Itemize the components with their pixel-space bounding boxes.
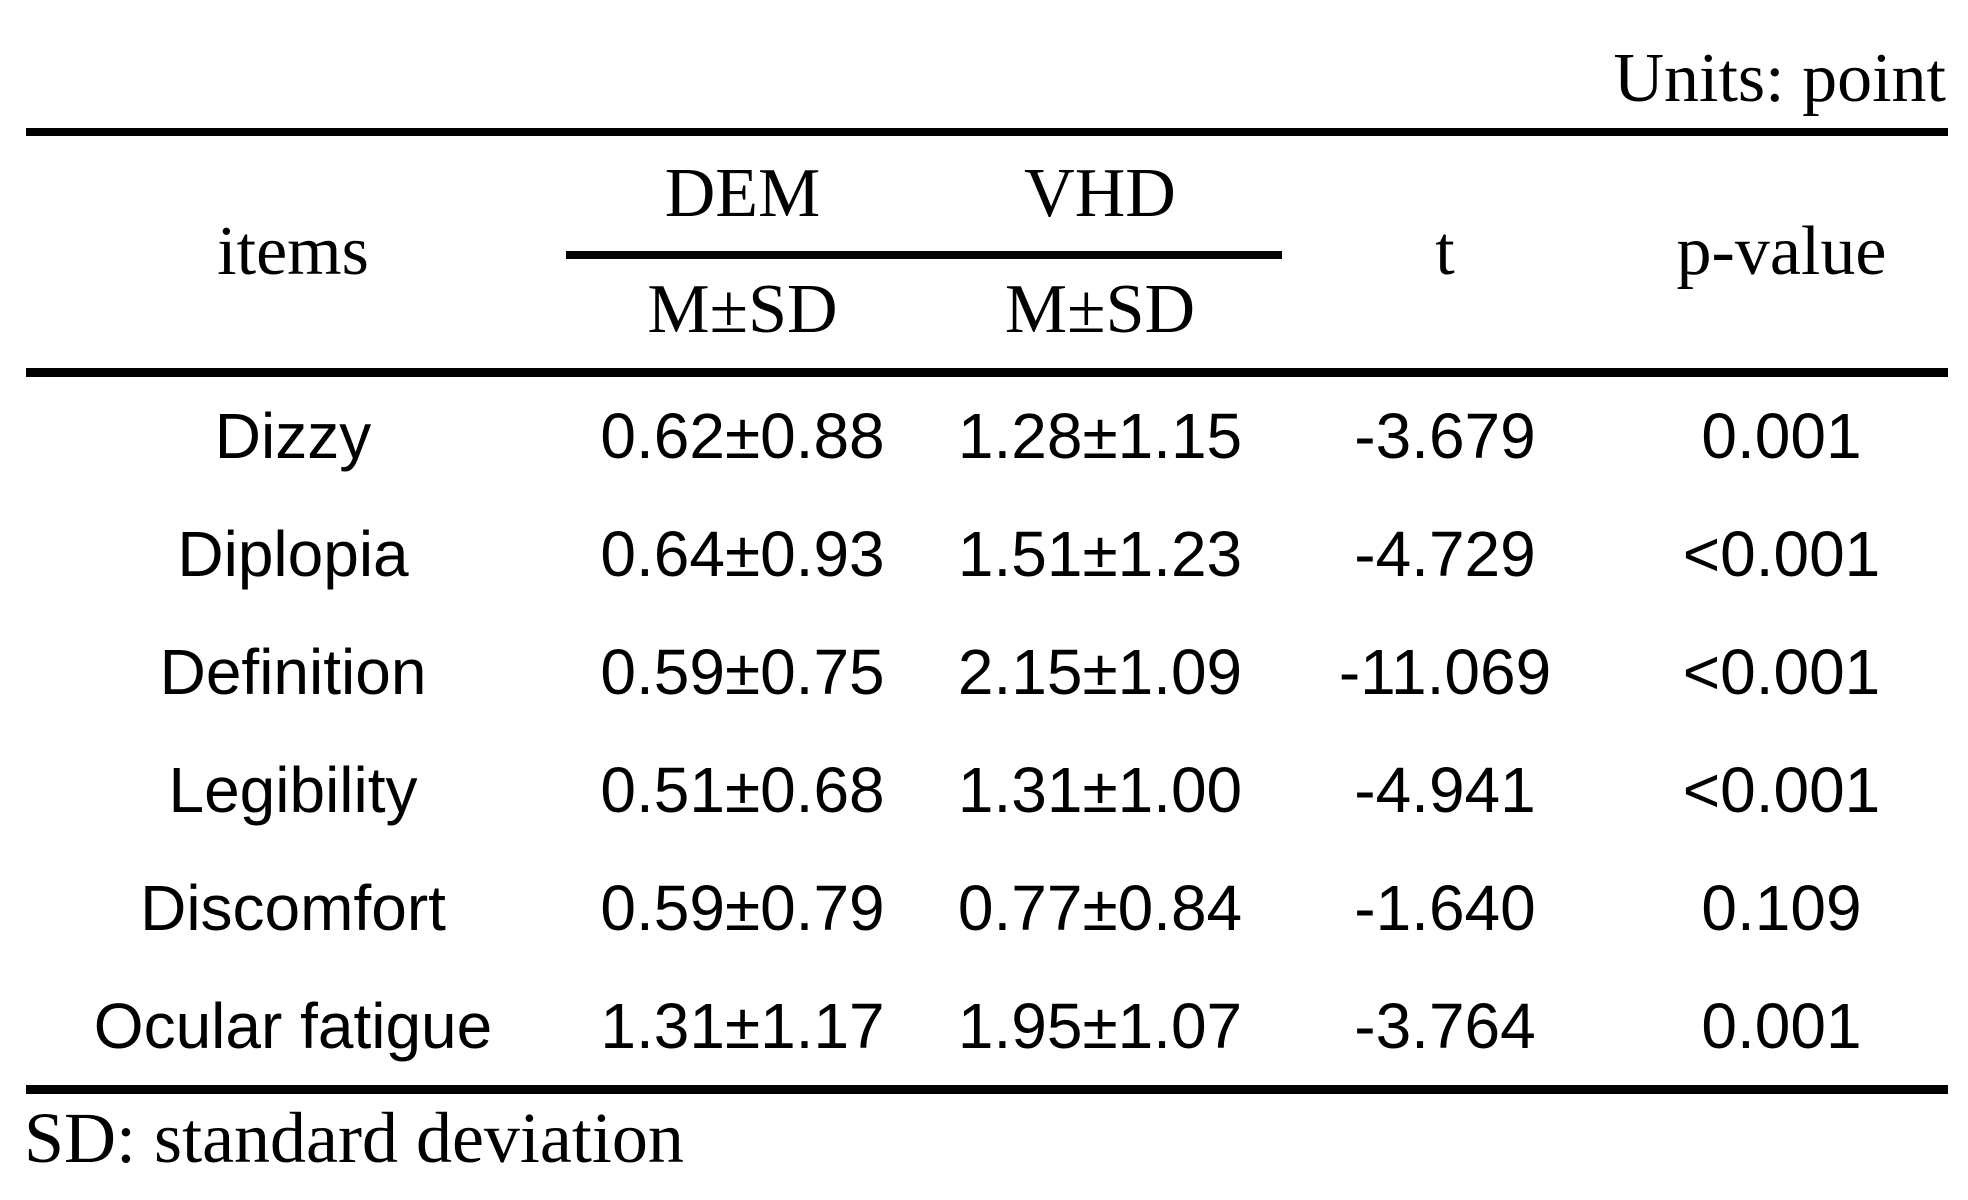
- cell-p: <0.001: [1682, 754, 1881, 826]
- cell-vhd: 1.31±1.00: [957, 754, 1243, 826]
- column-header-t: t: [1435, 213, 1455, 290]
- cell-item: Legibility: [168, 754, 418, 826]
- cell-item: Discomfort: [140, 872, 446, 944]
- table-row: Ocular fatigue 1.31±1.17 1.95±1.07 -3.76…: [26, 967, 1948, 1085]
- cell-dem: 0.59±0.75: [600, 636, 885, 708]
- column-header-items: items: [217, 213, 369, 290]
- cell-dem: 1.31±1.17: [600, 990, 885, 1062]
- units-caption: Units: point: [1613, 40, 1946, 117]
- cell-p: 0.001: [1701, 400, 1862, 472]
- cell-t: -1.640: [1354, 872, 1536, 944]
- subheader-vhd-msd: M±SD: [1004, 271, 1196, 348]
- footnote: SD: standard deviation: [24, 1098, 684, 1178]
- cell-item: Dizzy: [214, 400, 372, 472]
- table-rule-top: [26, 128, 1948, 136]
- column-header-pvalue: p-value: [1676, 213, 1887, 290]
- cell-item: Diplopia: [177, 518, 409, 590]
- cell-dem: 0.64±0.93: [600, 518, 885, 590]
- table-row: Dizzy 0.62±0.88 1.28±1.15 -3.679 0.001: [26, 377, 1948, 495]
- cell-t: -11.069: [1338, 636, 1552, 708]
- cell-vhd: 0.77±0.84: [957, 872, 1243, 944]
- cell-p: <0.001: [1682, 636, 1881, 708]
- cell-t: -3.764: [1354, 990, 1536, 1062]
- cell-vhd: 2.15±1.09: [957, 636, 1243, 708]
- cell-dem: 0.51±0.68: [600, 754, 885, 826]
- table-header: items DEM VHD M±SD M±SD t p-value: [26, 136, 1948, 368]
- table-row: Definition 0.59±0.75 2.15±1.09 -11.069 <…: [26, 613, 1948, 731]
- cell-t: -4.941: [1354, 754, 1536, 826]
- group-header-dem: DEM: [664, 155, 821, 232]
- cell-p: 0.001: [1701, 990, 1862, 1062]
- table-rule-bottom: [26, 1085, 1948, 1094]
- cell-vhd: 1.95±1.07: [957, 990, 1243, 1062]
- cell-vhd: 1.51±1.23: [957, 518, 1243, 590]
- cell-p: 0.109: [1701, 872, 1862, 944]
- subheader-dem-msd: M±SD: [647, 271, 838, 348]
- table-body: Dizzy 0.62±0.88 1.28±1.15 -3.679 0.001 D…: [26, 377, 1948, 1085]
- cell-dem: 0.59±0.79: [600, 872, 885, 944]
- cell-t: -3.679: [1354, 400, 1536, 472]
- table-row: Diplopia 0.64±0.93 1.51±1.23 -4.729 <0.0…: [26, 495, 1948, 613]
- table-row: Legibility 0.51±0.68 1.31±1.00 -4.941 <0…: [26, 731, 1948, 849]
- cell-vhd: 1.28±1.15: [957, 400, 1243, 472]
- cell-dem: 0.62±0.88: [600, 400, 885, 472]
- table-rule-middle: [26, 368, 1948, 377]
- cell-item: Ocular fatigue: [93, 990, 493, 1062]
- group-spanner-rule: [566, 251, 1282, 259]
- cell-item: Definition: [159, 636, 427, 708]
- table-row: Discomfort 0.59±0.79 0.77±0.84 -1.640 0.…: [26, 849, 1948, 967]
- cell-p: <0.001: [1682, 518, 1881, 590]
- group-header-vhd: VHD: [1024, 155, 1176, 232]
- cell-t: -4.729: [1354, 518, 1536, 590]
